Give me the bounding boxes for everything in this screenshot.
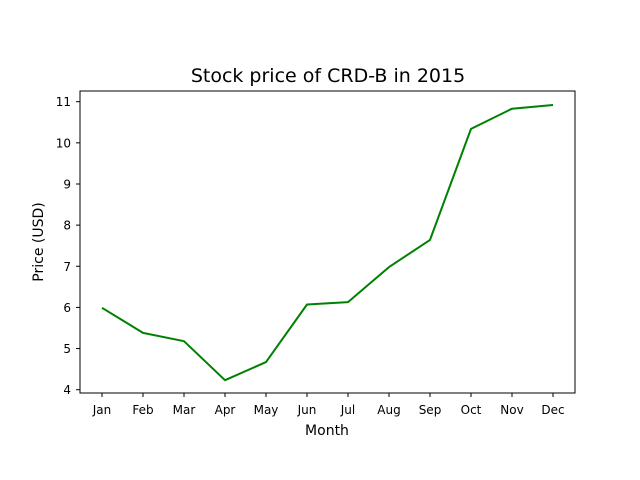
series-layer [101,104,554,382]
y-axis: 4 5 6 7 8 9 10 11 [56,95,80,397]
y-axis-label: Price (USD) [31,202,47,281]
y-tick-label: 7 [63,260,71,274]
x-tick-label: Sep [419,403,442,417]
y-tick-label: 4 [63,383,71,397]
x-tick-label: Jul [340,403,355,417]
x-tick-label: Feb [132,403,153,417]
x-tick-label: May [254,403,279,417]
x-tick-label: Dec [541,403,564,417]
y-tick-label: 8 [63,219,71,233]
x-axis: Jan Feb Mar Apr May Jun Jul Aug Sep Oct Nov Dec [92,393,565,417]
x-axis-label: Month [305,423,349,439]
x-tick-label: Aug [377,403,400,417]
y-tick-label: 6 [63,301,71,315]
x-tick-label: Jan [92,403,112,417]
y-tick-label: 5 [63,342,71,356]
plot-area-frame [79,90,576,394]
y-tick-label: 11 [56,95,71,109]
x-tick-label: Apr [215,403,236,417]
y-tick-label: 10 [56,136,71,150]
x-tick-label: Oct [461,403,482,417]
chart-title: Stock price of CRD-B in 2015 [191,65,465,87]
y-tick-label: 9 [63,177,71,191]
x-tick-label: Nov [500,403,523,417]
price-series-line [101,104,554,382]
x-tick-label: Jun [297,403,317,417]
x-tick-label: Mar [173,403,196,417]
